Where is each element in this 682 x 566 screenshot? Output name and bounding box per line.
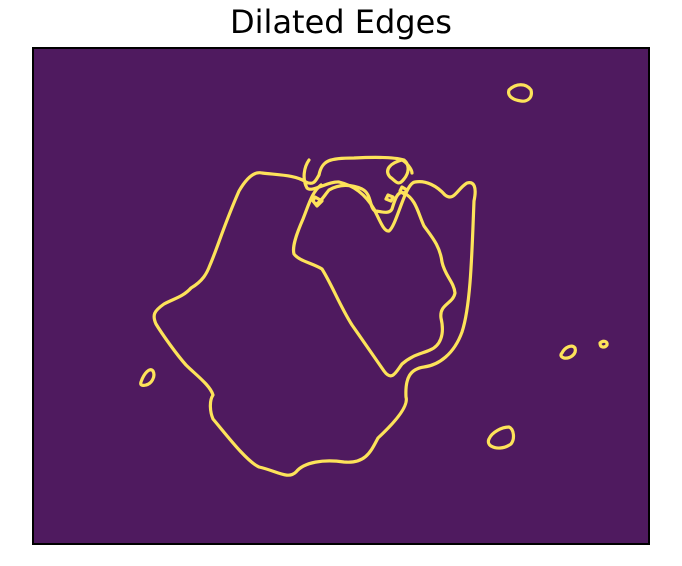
inner-contour: [291, 183, 457, 378]
dilated-edges-image: [139, 83, 609, 477]
small-blob-right-middle: [559, 344, 577, 360]
tiny-blob-right: [598, 339, 609, 349]
small-mark-upper-center: [384, 193, 395, 203]
small-blob-top-right: [507, 83, 533, 103]
small-blob-bottom-right: [486, 425, 516, 450]
figure-title: Dilated Edges: [230, 3, 452, 41]
small-mark-upper-left: [311, 195, 324, 208]
small-mark-upper-right: [398, 185, 409, 196]
image-axes: [32, 47, 650, 545]
large-outer-contour: [152, 155, 477, 477]
small-blob-left: [139, 368, 156, 387]
